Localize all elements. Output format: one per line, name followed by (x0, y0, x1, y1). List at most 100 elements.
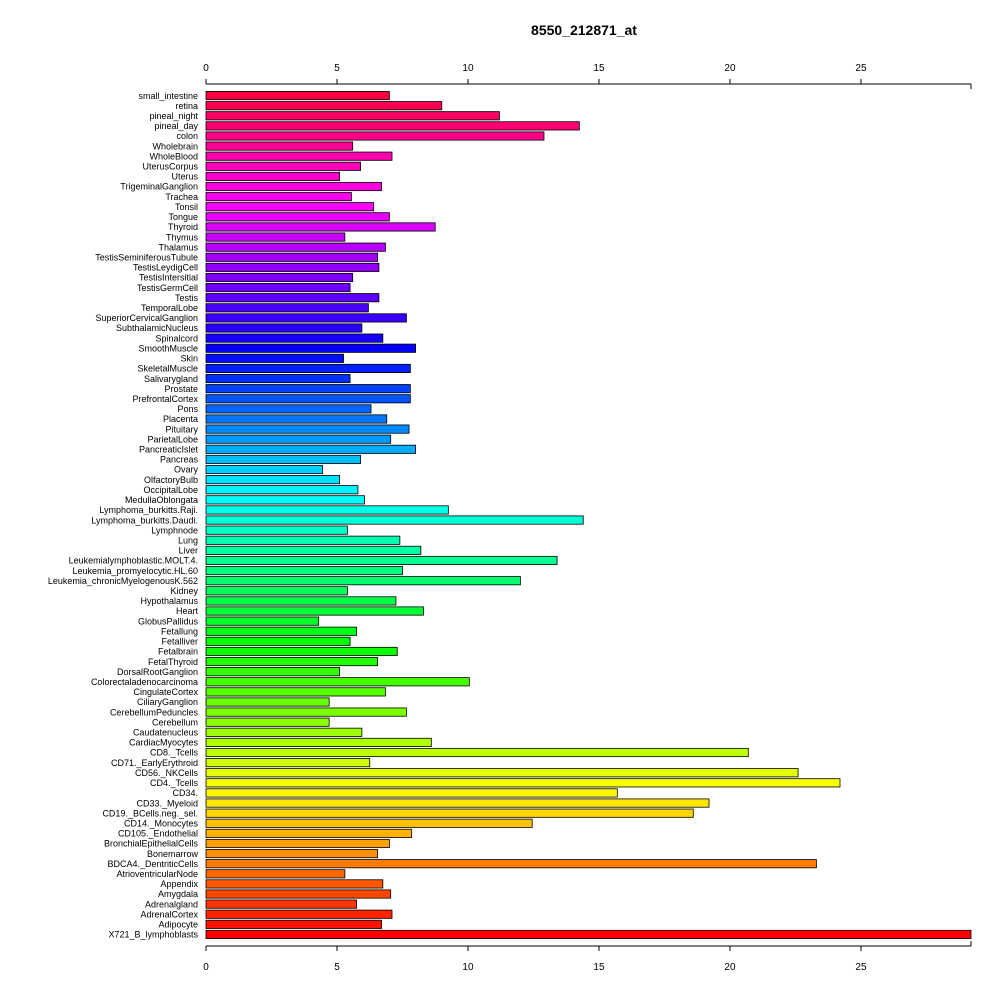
bar (205, 151, 393, 161)
category-label: CingulateCortex (133, 687, 198, 697)
bar (205, 505, 449, 515)
category-label: Fetalliver (161, 637, 198, 647)
category-label: MedullaOblongata (125, 495, 198, 505)
bar (205, 384, 411, 394)
bar (205, 303, 369, 313)
x-tick-label-bottom: 15 (593, 962, 605, 973)
category-label: AtrioventricularNode (116, 869, 198, 879)
category-label: CD56._NKCells (135, 768, 199, 778)
category-label: Cerebellum (152, 717, 198, 727)
category-label: Salivarygland (144, 374, 198, 384)
category-label: PancreaticIslet (139, 445, 199, 455)
category-label: Caudatenucleus (133, 728, 199, 738)
bar (205, 576, 521, 586)
bar (205, 798, 710, 808)
category-label: Fetallung (161, 626, 198, 636)
category-label: Leukemialymphoblastic.MOLT.4. (69, 556, 198, 566)
bar (205, 535, 401, 545)
bar (205, 525, 348, 535)
bar (205, 515, 584, 525)
category-label: Fetalbrain (158, 647, 198, 657)
bar (205, 626, 358, 636)
bar (205, 272, 354, 283)
category-label: DorsalRootGanglion (117, 667, 198, 677)
category-label: CD8._Tcells (150, 748, 199, 758)
category-label: TestisIntersitial (139, 273, 198, 283)
category-label: Hypothalamus (140, 596, 198, 606)
x-tick-label-top: 10 (462, 63, 474, 74)
category-label: Leukemia_promyelocytic.HL.60 (72, 566, 198, 576)
bar (205, 212, 390, 222)
bar (205, 596, 397, 606)
bar (205, 636, 351, 646)
category-label: PrefrontalCortex (132, 394, 198, 404)
bar (205, 818, 533, 828)
bar (205, 333, 384, 343)
category-label: CD4._Tcells (150, 778, 199, 788)
bar (205, 707, 407, 717)
category-label: small_intestine (138, 91, 198, 101)
bar (205, 161, 361, 171)
x-tick-label-bottom: 20 (724, 962, 736, 973)
x-tick-label-bottom: 0 (203, 962, 209, 973)
x-tick-label-bottom: 25 (855, 962, 867, 973)
bar (205, 697, 330, 707)
category-label: Leukemia_chronicMyelogenousK.562 (48, 576, 198, 586)
bar (205, 606, 424, 616)
x-tick-label-top: 25 (855, 63, 867, 74)
bar (205, 293, 380, 303)
category-label: Thalamus (158, 242, 198, 252)
category-label: FetalThyroid (148, 657, 198, 667)
category-label: Wholebrain (152, 141, 198, 151)
bar (205, 181, 382, 192)
x-tick-label-top: 15 (593, 63, 605, 74)
bar (205, 252, 379, 262)
category-label: Liver (178, 546, 198, 556)
category-label: BronchialEpithelialCells (104, 839, 199, 849)
category-label: X721_B_lymphoblasts (108, 930, 198, 940)
bar (205, 343, 416, 353)
bar (205, 485, 359, 495)
category-label: retina (175, 101, 198, 111)
bar (205, 495, 365, 505)
bar (205, 545, 422, 555)
x-tick-label-top: 20 (724, 63, 736, 74)
bar (205, 363, 411, 373)
category-label: WholeBlood (149, 151, 198, 161)
category-label: UterusCorpus (142, 162, 198, 172)
bar (205, 131, 545, 141)
bar (205, 899, 358, 909)
bar (205, 687, 386, 697)
category-label: CD14._Monocytes (124, 818, 199, 828)
category-label: CardiacMyocytes (129, 738, 199, 748)
category-label: GlobusPallidus (138, 616, 199, 626)
bar (205, 768, 799, 778)
bar (205, 889, 392, 899)
category-label: TestisLeydigCell (133, 263, 198, 273)
bar (205, 849, 379, 859)
bar (205, 657, 379, 667)
bar (205, 353, 344, 363)
bar (205, 242, 386, 252)
category-label: Testis (175, 293, 199, 303)
bar (205, 111, 500, 121)
category-label: TrigeminalGanglion (120, 182, 198, 192)
bar (205, 414, 388, 424)
bar (205, 444, 416, 454)
bar (205, 838, 390, 849)
bar (205, 929, 972, 939)
category-label: TestisSeminiferousTubule (95, 252, 198, 262)
category-label: pineal_day (154, 121, 198, 131)
category-label: ParietalLobe (147, 434, 198, 444)
category-label: OccipitalLobe (143, 485, 198, 495)
category-label: Lymphnode (151, 525, 198, 535)
bar (205, 171, 341, 181)
bar (205, 586, 348, 596)
bar (205, 313, 407, 323)
bar (205, 454, 361, 464)
bar (205, 808, 694, 818)
category-label: Bonemarrow (147, 849, 199, 859)
category-label: Tongue (168, 212, 198, 222)
category-label: CD71._EarlyErythroid (111, 758, 198, 768)
bar (205, 717, 330, 727)
